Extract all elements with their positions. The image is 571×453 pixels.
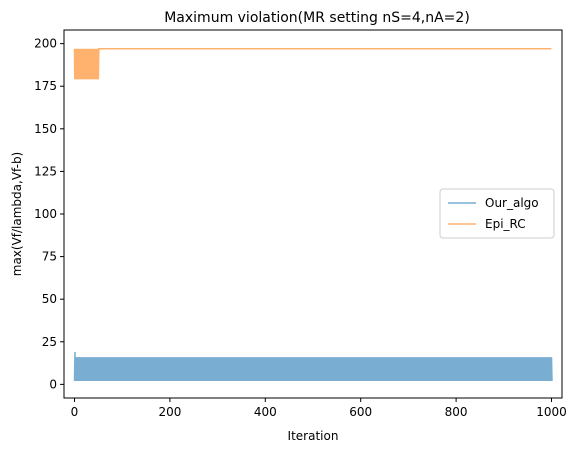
y-tick-label: 175 xyxy=(34,79,57,93)
y-tick-label: 200 xyxy=(34,37,57,51)
y-tick-label: 125 xyxy=(34,164,57,178)
y-axis-label: max(Vf/lambda,Vf-b) xyxy=(10,152,24,277)
legend-label: Epi_RC xyxy=(485,217,526,231)
x-tick-label: 1000 xyxy=(536,405,567,419)
y-tick-label: 50 xyxy=(42,292,57,306)
x-tick-label: 600 xyxy=(349,405,372,419)
series-line-epi-rc xyxy=(73,47,552,80)
x-tick-label: 0 xyxy=(71,405,79,419)
x-tick-label: 800 xyxy=(445,405,468,419)
y-tick-label: 25 xyxy=(42,335,57,349)
x-tick-label: 400 xyxy=(254,405,277,419)
x-tick-label: 200 xyxy=(158,405,181,419)
y-tick-label: 150 xyxy=(34,122,57,136)
series-line-our-algo xyxy=(73,351,553,381)
legend-box xyxy=(439,188,555,239)
y-tick-label: 100 xyxy=(34,207,57,221)
legend: Our_algo Epi_RC xyxy=(439,188,555,239)
y-tick-label: 75 xyxy=(42,250,57,264)
x-axis-label: Iteration xyxy=(288,429,339,443)
chart-title: Maximum violation(MR setting nS=4,nA=2) xyxy=(164,10,470,26)
legend-label: Our_algo xyxy=(485,196,539,210)
y-tick-label: 0 xyxy=(49,377,57,391)
